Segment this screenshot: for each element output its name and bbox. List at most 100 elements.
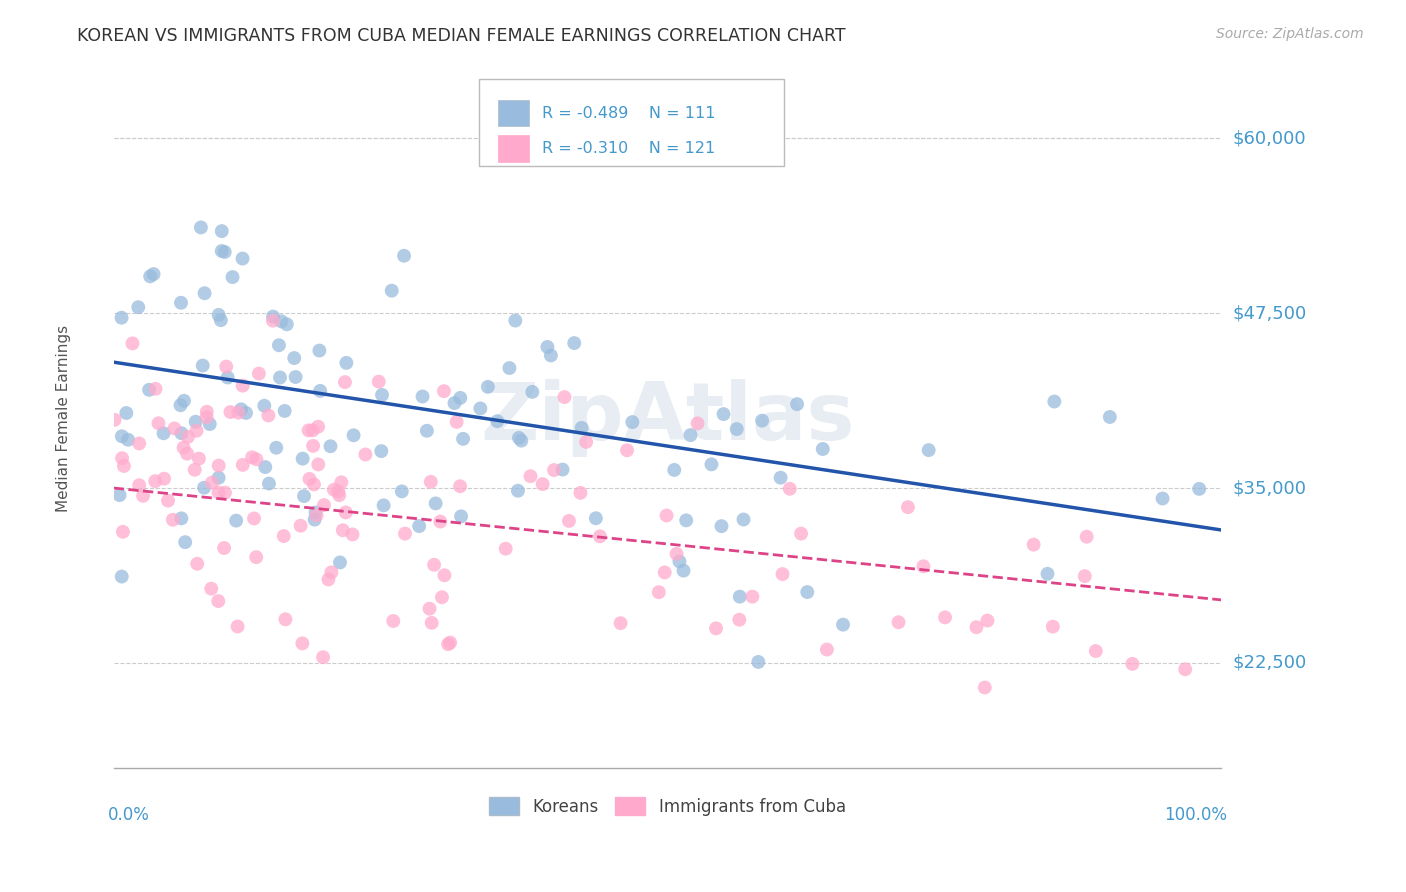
Point bbox=[292, 489, 315, 503]
Point bbox=[262, 310, 284, 324]
Point bbox=[416, 424, 439, 438]
Point bbox=[111, 569, 134, 583]
Point bbox=[522, 384, 544, 399]
Point bbox=[333, 375, 356, 389]
Point bbox=[232, 378, 254, 392]
Point bbox=[304, 513, 326, 527]
Point bbox=[195, 410, 218, 425]
Text: $60,000: $60,000 bbox=[1233, 129, 1306, 147]
Point bbox=[1043, 394, 1066, 409]
Point bbox=[654, 566, 676, 580]
Point bbox=[769, 471, 792, 485]
Point bbox=[211, 224, 233, 238]
Point bbox=[139, 269, 162, 284]
Point bbox=[302, 477, 325, 491]
Point bbox=[551, 462, 574, 476]
Point bbox=[184, 415, 207, 429]
Point bbox=[217, 370, 239, 384]
Point bbox=[257, 409, 280, 423]
Point bbox=[332, 523, 354, 537]
Point bbox=[370, 444, 392, 458]
Point bbox=[585, 511, 607, 525]
Point bbox=[1074, 569, 1097, 583]
Point bbox=[446, 415, 468, 429]
Point bbox=[169, 398, 191, 412]
Point bbox=[796, 585, 818, 599]
Point bbox=[267, 338, 290, 352]
Point bbox=[498, 361, 520, 376]
Point bbox=[235, 406, 257, 420]
Point bbox=[200, 582, 222, 596]
Point bbox=[1076, 530, 1098, 544]
Point bbox=[309, 384, 332, 398]
Point bbox=[319, 439, 342, 453]
Point bbox=[264, 441, 287, 455]
Point bbox=[965, 620, 987, 634]
Point bbox=[307, 458, 329, 472]
Point bbox=[443, 396, 465, 410]
Point bbox=[211, 244, 233, 258]
Point bbox=[439, 635, 461, 649]
Point bbox=[1036, 566, 1059, 581]
Bar bbox=[498, 100, 529, 127]
Point bbox=[219, 405, 242, 419]
Point bbox=[148, 416, 170, 430]
Point bbox=[173, 393, 195, 408]
Point bbox=[912, 559, 935, 574]
Point bbox=[143, 474, 166, 488]
Point bbox=[423, 558, 446, 572]
Text: R = -0.489    N = 111: R = -0.489 N = 111 bbox=[543, 105, 716, 120]
Point bbox=[157, 493, 180, 508]
Point bbox=[394, 526, 416, 541]
Point bbox=[1042, 620, 1064, 634]
Point bbox=[392, 249, 415, 263]
Point bbox=[1022, 538, 1045, 552]
Point bbox=[508, 431, 530, 445]
Point bbox=[354, 448, 377, 462]
Point bbox=[121, 336, 143, 351]
Point bbox=[243, 511, 266, 525]
Point bbox=[262, 313, 284, 327]
Point bbox=[672, 564, 695, 578]
Point bbox=[897, 500, 920, 515]
Point bbox=[616, 443, 638, 458]
Point bbox=[247, 367, 270, 381]
Point bbox=[207, 485, 229, 500]
Point bbox=[710, 519, 733, 533]
Point bbox=[110, 310, 132, 325]
Point bbox=[111, 524, 134, 539]
Point bbox=[221, 270, 243, 285]
Point bbox=[536, 340, 558, 354]
Point bbox=[553, 390, 575, 404]
Point bbox=[162, 513, 184, 527]
Point bbox=[470, 401, 492, 416]
Point bbox=[297, 423, 319, 437]
Point bbox=[510, 434, 533, 448]
Point bbox=[174, 535, 197, 549]
Point bbox=[786, 397, 808, 411]
Point bbox=[429, 515, 451, 529]
Point bbox=[191, 359, 214, 373]
Point bbox=[668, 554, 690, 568]
Point bbox=[186, 557, 208, 571]
Point bbox=[117, 433, 139, 447]
Point bbox=[934, 610, 956, 624]
Point bbox=[713, 407, 735, 421]
Point bbox=[779, 482, 801, 496]
Point bbox=[152, 426, 174, 441]
Point bbox=[675, 513, 697, 527]
Point bbox=[245, 550, 267, 565]
Point bbox=[111, 451, 134, 466]
Point bbox=[284, 370, 307, 384]
Point bbox=[145, 382, 167, 396]
Point bbox=[747, 655, 769, 669]
Point bbox=[207, 594, 229, 608]
Point bbox=[700, 458, 723, 472]
Point bbox=[108, 488, 131, 502]
Text: $47,500: $47,500 bbox=[1233, 304, 1306, 322]
Text: ZipAtlas: ZipAtlas bbox=[481, 379, 855, 457]
Point bbox=[212, 541, 235, 555]
Point bbox=[214, 244, 236, 259]
Point bbox=[609, 616, 631, 631]
Point bbox=[558, 514, 581, 528]
